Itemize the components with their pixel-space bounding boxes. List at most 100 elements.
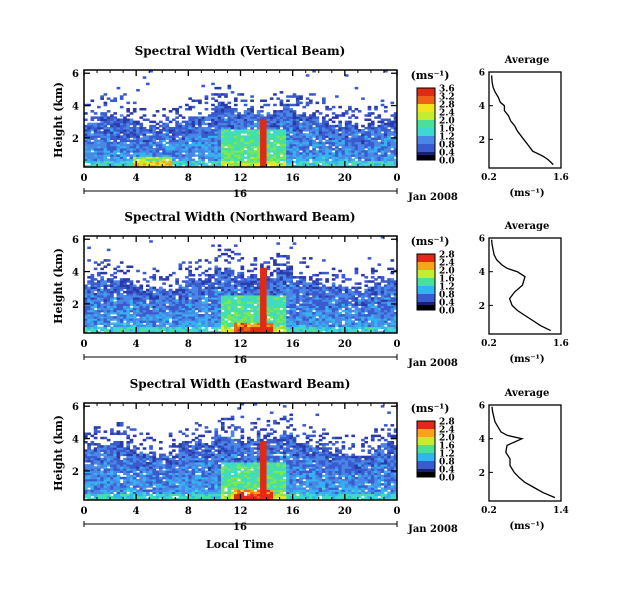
heatmap-cell (142, 131, 147, 134)
heatmap-cell (93, 330, 98, 334)
heatmap-cell (383, 328, 388, 332)
heatmap-cell (178, 267, 183, 271)
heatmap-cell (237, 114, 241, 117)
heatmap-cell (269, 158, 274, 162)
heatmap-cell (292, 150, 297, 153)
heatmap-cell (380, 160, 385, 164)
heatmap-cell (308, 299, 313, 302)
heatmap-cell (305, 160, 310, 164)
heatmap-cell (328, 311, 333, 315)
heatmap-cell (263, 271, 267, 275)
heatmap-cell (308, 139, 313, 143)
heatmap-cell (374, 133, 378, 136)
heatmap-cell (273, 143, 277, 147)
heatmap-cell (286, 292, 290, 296)
heatmap-cell (198, 284, 202, 288)
heatmap-cell (325, 122, 329, 126)
heatmap-cell (325, 328, 329, 332)
heatmap-cell (344, 137, 349, 140)
heatmap-cell (139, 162, 144, 166)
heatmap-cell (338, 154, 342, 157)
heatmap-cell (152, 124, 157, 128)
heatmap-cell (110, 288, 114, 292)
heatmap-cell (106, 158, 111, 162)
heatmap-cell (367, 305, 372, 309)
heatmap-cell (361, 295, 365, 298)
heatmap-cell (308, 137, 313, 140)
heatmap-cell (390, 316, 395, 319)
heatmap-cell (123, 309, 127, 313)
heatmap-cell (100, 326, 104, 330)
heatmap-cell (217, 309, 222, 313)
heatmap-cell (263, 158, 267, 162)
heatmap-cell (289, 160, 294, 164)
heatmap-cell (211, 309, 215, 313)
heatmap-cell (207, 139, 212, 143)
heatmap-cell (299, 278, 303, 281)
heatmap-cell (374, 105, 378, 109)
heatmap-cell (116, 265, 121, 269)
heatmap-cell (383, 314, 388, 317)
heatmap-cell (233, 143, 238, 147)
heatmap-cell (240, 154, 245, 157)
heatmap-cell (250, 143, 254, 147)
heatmap-cell (207, 276, 212, 279)
heatmap-cell (84, 143, 88, 147)
heatmap-cell (233, 133, 238, 136)
heatmap-cell (106, 328, 111, 332)
heatmap-cell (393, 290, 398, 294)
heatmap-cell (93, 116, 98, 119)
heatmap-cell (139, 324, 144, 328)
heatmap-cell (295, 280, 300, 283)
heatmap-cell (263, 162, 267, 166)
heatmap-cell (207, 297, 212, 300)
heatmap-cell (136, 156, 140, 159)
heatmap-cell (172, 322, 176, 325)
heatmap-cell (380, 305, 385, 309)
heatmap-cell (250, 320, 254, 323)
heatmap-cell (168, 156, 173, 159)
heatmap-cell (289, 112, 294, 115)
heatmap-cell (322, 154, 326, 157)
heatmap-cell (364, 152, 369, 155)
heatmap-cell (250, 297, 254, 300)
heatmap-cell (282, 324, 287, 328)
heatmap-cell (142, 126, 147, 130)
heatmap-cell (295, 116, 300, 119)
heatmap-cell (289, 273, 294, 277)
heatmap-cell (260, 126, 264, 130)
heatmap-cell (126, 269, 131, 273)
heatmap-cell (113, 267, 118, 271)
heatmap-cell (289, 158, 294, 162)
heatmap-cell (103, 288, 108, 292)
heatmap-cell (100, 322, 104, 325)
heatmap-cell (338, 143, 342, 147)
heatmap-cell (253, 267, 258, 271)
heatmap-cell (224, 141, 228, 145)
heatmap-cell (374, 158, 378, 162)
heatmap-cell (364, 284, 369, 288)
heatmap-cell (351, 145, 356, 149)
heatmap-cell (273, 131, 277, 134)
heatmap-cell (292, 276, 297, 279)
heatmap-cell (260, 269, 264, 273)
heatmap-cell (253, 305, 258, 309)
heatmap-cell (165, 124, 170, 128)
heatmap-cell (351, 154, 356, 157)
heatmap-cell (351, 164, 356, 168)
heatmap-cell (214, 154, 219, 157)
heatmap-cell (273, 320, 277, 323)
heatmap-cell (175, 148, 179, 151)
heatmap-cell (165, 164, 170, 168)
heatmap-cell (175, 133, 179, 136)
heatmap-cell (374, 129, 378, 132)
heatmap-cell (335, 305, 339, 309)
heatmap-cell (136, 137, 140, 140)
heatmap-cell (175, 309, 179, 313)
heatmap-cell (308, 276, 313, 279)
heatmap-cell (240, 131, 245, 134)
heatmap-cell (181, 295, 186, 298)
heatmap-cell (253, 292, 258, 296)
heatmap-cell (207, 295, 212, 298)
heatmap-cell (84, 129, 88, 132)
